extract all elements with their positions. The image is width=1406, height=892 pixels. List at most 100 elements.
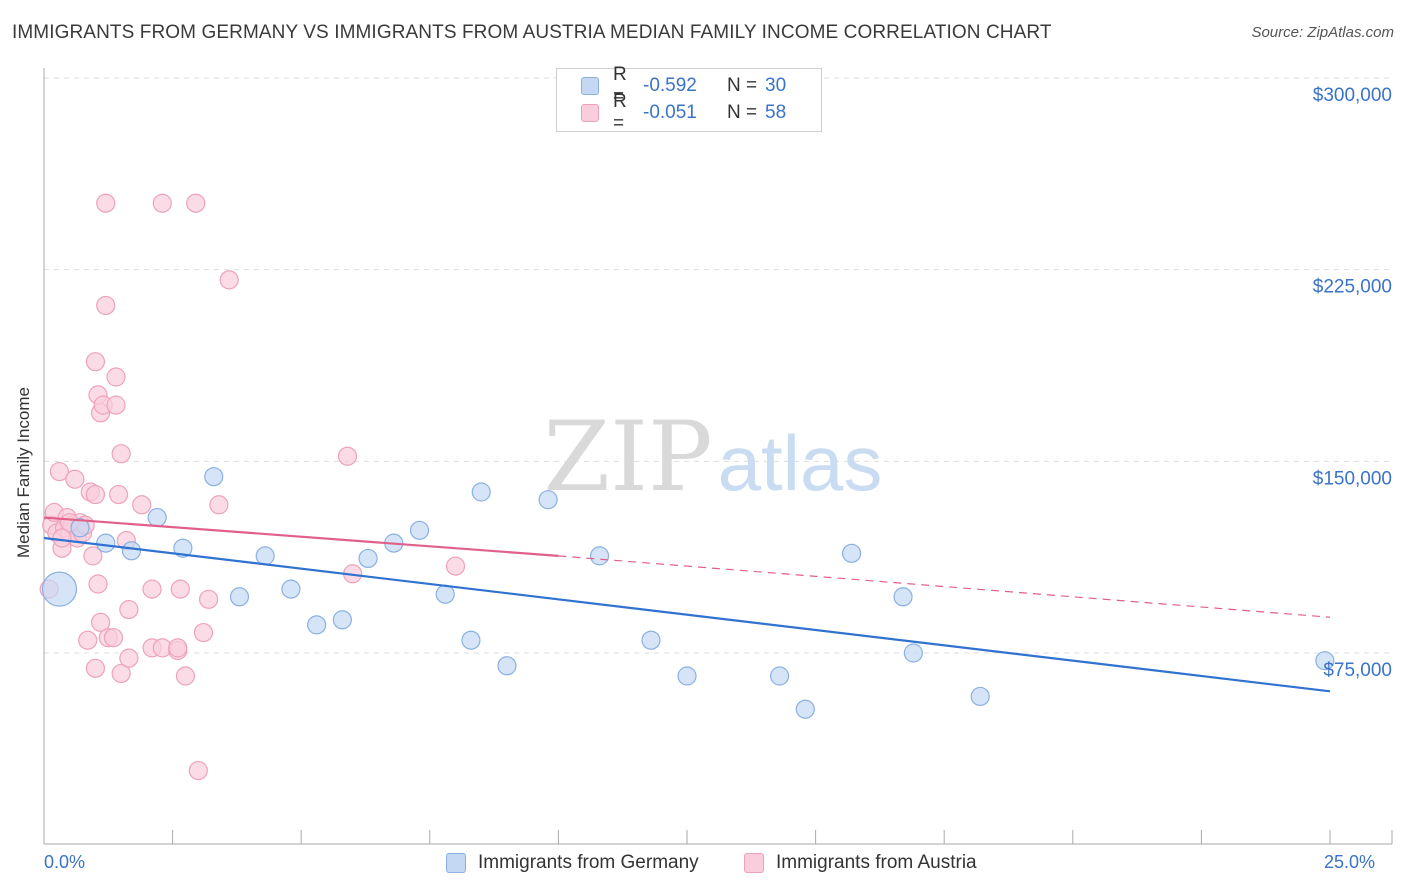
austria-point-23 <box>90 612 111 632</box>
austria-legend-swatch <box>744 853 764 873</box>
germany-point-14 <box>409 520 430 540</box>
germany-point-10 <box>307 615 327 635</box>
austria-point-32 <box>108 484 129 505</box>
austria-point-18 <box>85 658 106 678</box>
austria-n-value: 58 <box>765 102 787 123</box>
series-germany <box>41 467 1335 719</box>
austria-point-51 <box>219 270 239 290</box>
germany-r-value: -0.592 <box>643 75 697 96</box>
austria-point-53 <box>337 446 358 466</box>
germany-point-1 <box>70 518 90 538</box>
germany-point-12 <box>358 548 378 569</box>
germany-point-26 <box>893 587 913 607</box>
watermark-zip: ZIP <box>543 401 712 513</box>
series-austria <box>39 193 466 781</box>
germany-point-4 <box>147 507 167 528</box>
y-tick-label-2: $225,000 <box>1313 277 1392 298</box>
austria-point-54 <box>445 556 466 576</box>
germany-point-6 <box>204 467 224 487</box>
austria-trend-line <box>43 516 559 557</box>
germany-legend-label: Immigrants from Germany <box>478 852 699 873</box>
y-tick-labels: $75,000 $150,000 $225,000 $300,000 <box>1313 85 1392 681</box>
austria-point-57 <box>168 638 188 658</box>
germany-legend-swatch <box>446 853 466 873</box>
chart-source: Source: ZipAtlas.com <box>1251 24 1394 41</box>
gridlines <box>44 77 1392 654</box>
austria-point-45 <box>175 666 196 686</box>
germany-point-21 <box>641 630 661 650</box>
chart-title: IMMIGRANTS FROM GERMANY VS IMMIGRANTS FR… <box>12 22 1052 43</box>
austria-r-value: -0.051 <box>643 102 697 123</box>
legend-row-austria: R = -0.051 N = 58 <box>581 91 787 134</box>
austria-n-label: N = <box>727 102 758 123</box>
germany-point-16 <box>461 630 481 650</box>
germany-swatch <box>581 77 599 95</box>
y-tick-label-0: $75,000 <box>1323 660 1392 681</box>
germany-point-29 <box>1315 651 1335 671</box>
germany-n-value: 30 <box>765 75 787 96</box>
austria-point-47 <box>188 760 208 781</box>
y-tick-label-3: $300,000 <box>1313 85 1392 106</box>
germany-n-label: N = <box>727 75 758 96</box>
legend-row-germany: R = -0.592 N = 30 <box>581 64 787 107</box>
germany-trend-line <box>43 536 1331 693</box>
austria-swatch <box>581 104 599 122</box>
legend-item-germany[interactable]: Immigrants from Germany <box>446 852 699 874</box>
germany-point-9 <box>281 579 301 599</box>
austria-point-49 <box>199 589 219 609</box>
austria-point-10 <box>65 469 85 489</box>
austria-point-34 <box>111 663 131 684</box>
germany-point-22 <box>677 666 697 686</box>
germany-point-25 <box>842 543 862 563</box>
germany-point-15 <box>435 584 455 604</box>
austria-point-41 <box>152 193 172 213</box>
x-tick-min: 0.0% <box>44 852 86 872</box>
germany-r-label: R = <box>613 64 627 107</box>
austria-r-label: R = <box>613 91 627 134</box>
austria-point-29 <box>103 628 124 648</box>
correlation-legend: R = -0.592 N = 30 R = -0.051 N = 58 <box>556 64 822 134</box>
germany-point-18 <box>497 656 517 676</box>
y-tick-label-1: $150,000 <box>1313 468 1392 489</box>
axes <box>43 68 1393 845</box>
germany-point-7 <box>229 587 250 607</box>
austria-point-50 <box>209 495 229 515</box>
germany-point-0 <box>41 571 78 607</box>
legend-item-austria[interactable]: Immigrants from Austria <box>744 852 977 874</box>
austria-point-30 <box>106 395 126 415</box>
germany-point-19 <box>538 490 558 510</box>
austria-legend-label: Immigrants from Austria <box>776 852 977 873</box>
germany-point-5 <box>173 538 193 558</box>
austria-point-37 <box>119 648 139 668</box>
austria-point-38 <box>132 495 152 515</box>
austria-point-19 <box>85 352 106 372</box>
austria-point-17 <box>83 546 103 566</box>
austria-point-44 <box>170 579 190 599</box>
austria-point-22 <box>88 574 108 594</box>
trend-lines <box>43 516 1331 693</box>
germany-point-17 <box>471 482 491 502</box>
austria-point-56 <box>52 528 72 548</box>
germany-point-20 <box>589 546 610 566</box>
germany-point-8 <box>255 546 275 566</box>
austria-point-39 <box>142 579 162 599</box>
germany-point-3 <box>121 541 142 561</box>
austria-point-36 <box>119 599 139 620</box>
austria-point-21 <box>85 484 106 505</box>
austria-point-48 <box>193 622 214 643</box>
watermark-atlas: atlas <box>718 419 883 507</box>
germany-point-24 <box>795 699 815 719</box>
austria-point-15 <box>78 630 98 650</box>
austria-point-46 <box>186 193 206 213</box>
germany-point-27 <box>903 643 923 663</box>
austria-trend-line-dashed <box>558 555 1331 618</box>
x-tick-max: 25.0% <box>1324 852 1376 872</box>
germany-point-23 <box>769 666 790 686</box>
y-axis-label: Median Family Income <box>14 386 33 558</box>
austria-point-4 <box>49 461 70 482</box>
austria-point-33 <box>111 444 131 464</box>
austria-point-31 <box>106 367 126 387</box>
germany-point-2 <box>96 533 116 553</box>
germany-point-28 <box>970 686 990 707</box>
